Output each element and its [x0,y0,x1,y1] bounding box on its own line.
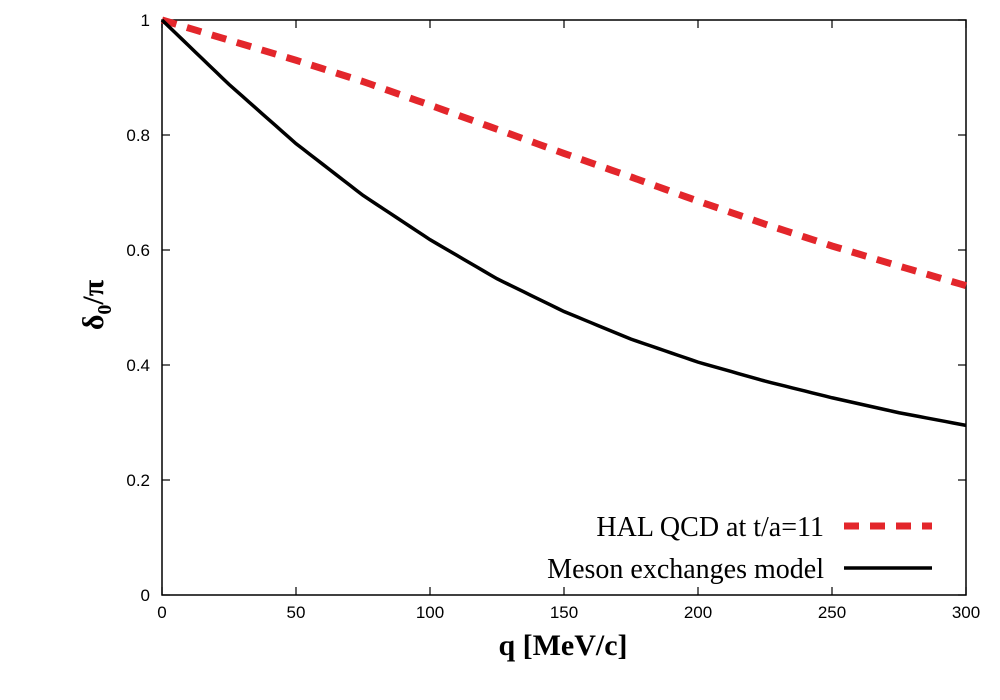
x-axis-title: q [MeV/c] [498,629,627,662]
series-lines [160,16,967,428]
y-tick-label: 0.2 [126,471,150,490]
legend-label: Meson exchanges model [547,554,824,585]
x-axis-ticks: 0 50 100 150 200 250 300 [157,20,980,622]
y-axis-title-main: δ [77,315,110,331]
y-axis-title-sub: 0 [94,305,116,315]
legend-label: HAL QCD at t/a=11 [596,512,824,543]
y-axis-ticks: 0 0.2 0.4 0.6 0.8 1 [126,11,966,605]
x-tick-label: 250 [818,603,846,622]
x-tick-label: 150 [550,603,578,622]
x-tick-label: 300 [952,603,980,622]
y-axis-title-tail: /π [77,279,110,305]
y-tick-label: 0.4 [126,356,150,375]
y-axis-title: δ0/π [77,279,116,330]
x-tick-label: 0 [157,603,166,622]
x-tick-label: 200 [684,603,712,622]
y-tick-label: 1 [141,11,150,30]
plot-frame [161,19,967,596]
y-tick-label: 0.8 [126,126,150,145]
x-tick-label: 100 [416,603,444,622]
legend: HAL QCD at t/a=11 Meson exchanges model [547,512,932,585]
y-tick-label: 0.6 [126,241,150,260]
series-line-1 [160,18,967,428]
x-tick-label: 50 [287,603,306,622]
y-tick-label: 0 [141,586,150,605]
plot-area-border [161,19,967,596]
series-line-0 [160,16,967,290]
